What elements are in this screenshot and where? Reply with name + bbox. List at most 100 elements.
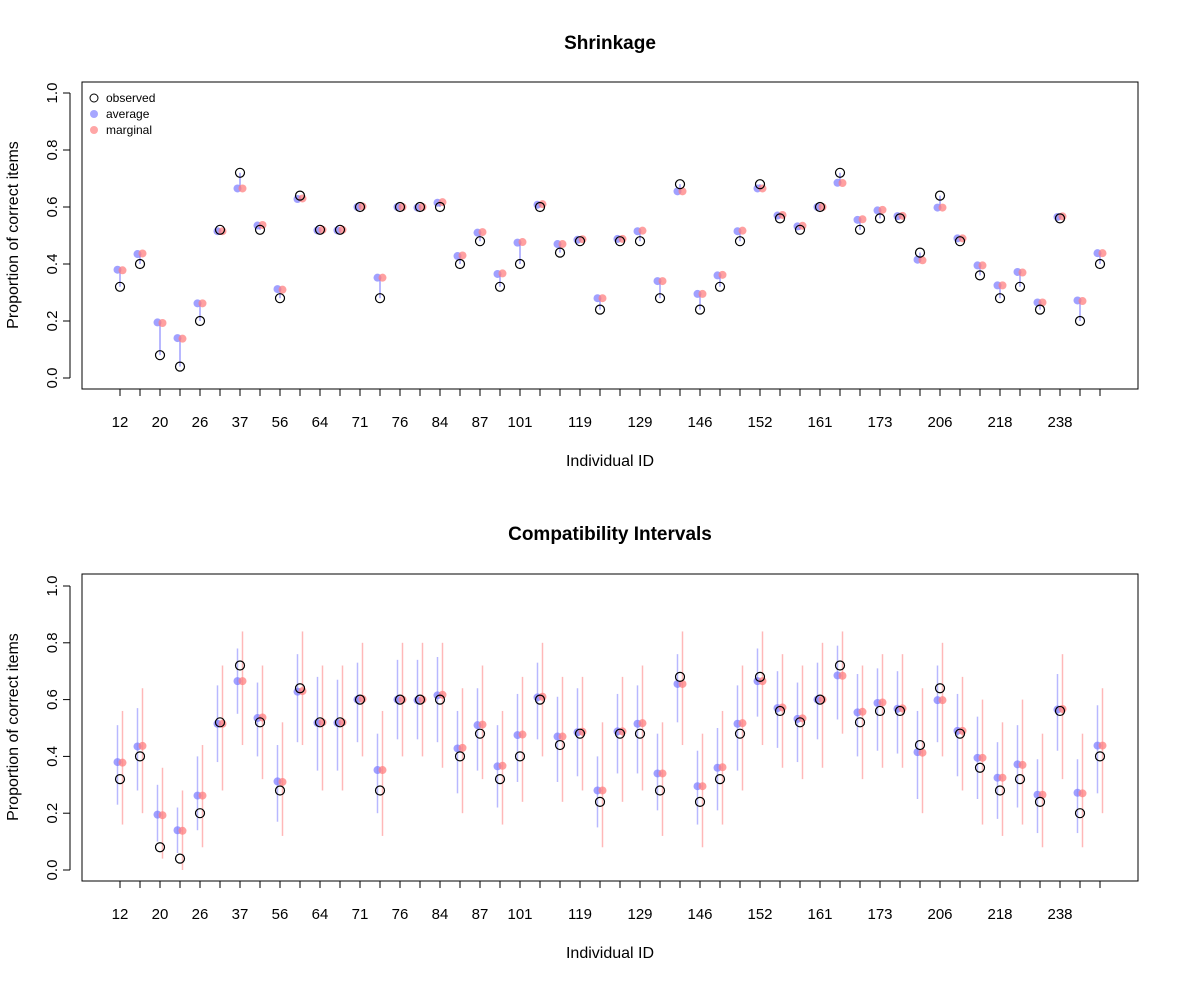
marginal-point <box>298 687 307 696</box>
marginal-point <box>558 732 567 741</box>
compatibility-x-tick-label: 87 <box>472 906 489 923</box>
shrinkage-x-tick-label: 152 <box>747 414 772 431</box>
observed-point <box>1054 705 1066 717</box>
compatibility-x-tick-label: 84 <box>432 906 449 923</box>
observed-point <box>554 739 566 751</box>
marginal-point <box>1078 789 1087 798</box>
legend-average-symbol <box>90 110 98 118</box>
shrinkage-y-tick-label: 0.4 <box>44 254 61 275</box>
observed-point <box>274 293 286 304</box>
observed-point <box>794 717 806 728</box>
marginal-point <box>258 713 267 722</box>
marginal-point <box>158 318 167 327</box>
compatibility-x-tick-label: 37 <box>232 906 249 923</box>
observed-point <box>354 201 366 213</box>
observed-point <box>794 224 806 235</box>
compatibility-x-tick-label: 206 <box>927 906 952 923</box>
marginal-point <box>918 256 927 265</box>
shrinkage-x-axis-label: Individual ID <box>566 453 654 470</box>
observed-point <box>654 785 666 796</box>
observed-point <box>674 671 686 682</box>
marginal-point <box>398 203 407 211</box>
observed-point <box>1074 315 1086 327</box>
marginal-point <box>538 692 547 701</box>
compatibility-x-tick-label: 20 <box>152 906 169 923</box>
marginal-point <box>1018 760 1027 769</box>
marginal-point <box>1038 790 1047 799</box>
marginal-point <box>378 273 387 282</box>
observed-point <box>434 201 446 213</box>
observed-point <box>314 224 326 235</box>
marginal-point <box>278 285 287 294</box>
observed-point <box>214 717 226 728</box>
marginal-point <box>998 773 1007 782</box>
observed-point <box>414 694 426 705</box>
compatibility-x-tick-label: 119 <box>568 906 592 923</box>
observed-point <box>974 270 986 281</box>
marginal-point <box>678 679 687 688</box>
legend-marginal-label: marginal <box>106 123 152 137</box>
marginal-point <box>738 226 747 235</box>
marginal-point <box>958 234 967 243</box>
shrinkage-x-tick-label: 71 <box>352 414 369 431</box>
marginal-point <box>298 194 307 203</box>
observed-point <box>694 796 706 807</box>
shrinkage-marks <box>113 167 1107 372</box>
observed-point <box>374 785 386 796</box>
observed-point <box>1094 258 1106 270</box>
observed-point <box>214 224 226 235</box>
marginal-point <box>978 753 987 762</box>
observed-point <box>454 258 466 270</box>
observed-point <box>634 236 646 247</box>
marginal-point <box>518 238 527 247</box>
compatibility-x-tick-label: 12 <box>112 906 129 923</box>
compatibility-x-tick-label: 173 <box>867 906 892 923</box>
observed-point <box>654 293 666 304</box>
marginal-point <box>178 334 187 343</box>
observed-point <box>114 281 126 292</box>
marginal-point <box>918 748 927 757</box>
observed-point <box>594 796 606 807</box>
observed-point <box>834 660 846 671</box>
shrinkage-x-tick-label: 206 <box>927 414 952 431</box>
marginal-point <box>138 249 147 258</box>
observed-point <box>714 281 726 292</box>
marginal-point <box>878 205 887 214</box>
shrinkage-y-tick-label: 0.2 <box>44 311 61 332</box>
marginal-point <box>418 695 427 704</box>
marginal-point <box>638 719 647 728</box>
observed-point <box>934 190 946 201</box>
marginal-point <box>598 294 607 303</box>
observed-point <box>314 717 326 728</box>
marginal-point <box>898 211 907 220</box>
compatibility-y-tick-label: 0.6 <box>44 689 61 710</box>
observed-point <box>234 660 246 671</box>
marginal-point <box>198 791 207 800</box>
observed-point <box>254 224 266 235</box>
marginal-point <box>558 240 567 249</box>
observed-point <box>454 751 466 762</box>
marginal-point <box>498 269 507 278</box>
observed-point <box>1014 774 1026 785</box>
observed-point <box>714 774 726 785</box>
observed-point <box>174 361 186 372</box>
compatibility-x-tick-label: 238 <box>1047 906 1072 923</box>
compatibility-marks <box>113 631 1107 870</box>
marginal-point <box>978 261 987 270</box>
observed-point <box>754 179 766 190</box>
observed-point <box>294 683 306 694</box>
observed-point <box>774 213 786 224</box>
compatibility-x-tick-label: 26 <box>192 906 209 923</box>
observed-point <box>674 179 686 190</box>
compatibility-y-tick-label: 1.0 <box>44 576 61 597</box>
observed-point <box>994 785 1006 796</box>
marginal-point <box>658 769 667 778</box>
observed-point <box>134 258 146 270</box>
legend: observed average marginal <box>89 91 155 137</box>
shrinkage-x-axis: 12 20 26 37 56 64 71 76 84 87 101 119 129 146 152 161 17… <box>112 388 1101 431</box>
marginal-point <box>938 203 947 212</box>
marginal-point <box>438 198 447 207</box>
marginal-point <box>258 220 267 229</box>
legend-observed-label: observed <box>106 91 155 105</box>
observed-point <box>874 705 886 717</box>
